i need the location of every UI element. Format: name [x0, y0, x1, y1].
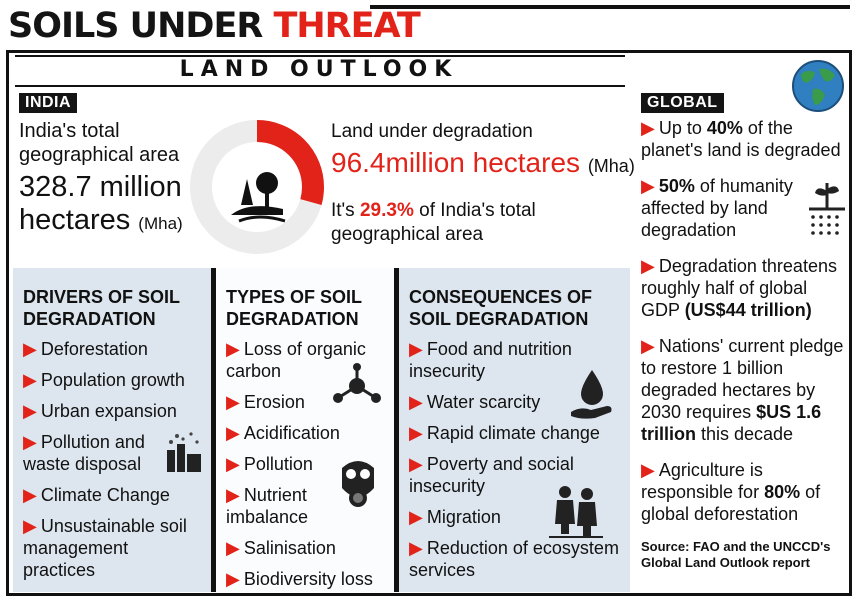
- global-fact: ▶ 50% of humanity affected by land degrad…: [641, 176, 793, 240]
- list-item: ▶ Climate Change: [23, 485, 170, 505]
- india-area-value: 328.7 million hectares (Mha): [19, 171, 209, 240]
- degradation-unit: (Mha): [587, 156, 635, 176]
- list-item: ▶ Food and nutrition insecurity: [409, 339, 572, 381]
- globe-icon: [792, 60, 844, 112]
- bullet-arrow-icon: ▶: [226, 538, 240, 558]
- list-item: ▶ Acidification: [226, 423, 340, 443]
- subtitle: LAND OUTLOOK: [179, 57, 459, 82]
- list-item: ▶ Salinisation: [226, 538, 336, 558]
- column-divider: [394, 268, 399, 592]
- factory-pollution-icon: [167, 432, 201, 472]
- infographic-frame: LAND OUTLOOK INDIA India's total geograp…: [6, 50, 852, 596]
- list-item: ▶ Erosion: [226, 392, 305, 412]
- bullet-arrow-icon: ▶: [226, 454, 240, 474]
- india-area-label: India's total geographical area: [19, 120, 180, 166]
- bullet-arrow-icon: ▶: [226, 392, 240, 412]
- consequences-heading: CONSEQUENCES OF SOIL DEGRADATION: [409, 287, 593, 329]
- india-area-number: 328.7 million hectares: [19, 171, 182, 236]
- india-tag: INDIA: [19, 93, 78, 113]
- bullet-arrow-icon: ▶: [409, 507, 423, 527]
- bullet-arrow-icon: ▶: [641, 256, 655, 276]
- note-suffix: of India's total geographical area: [331, 200, 536, 245]
- list-item: ▶ Pollution and waste disposal: [23, 432, 145, 474]
- global-fact: ▶ Up to 40% of the planet's land is degra…: [641, 118, 841, 160]
- bullet-arrow-icon: ▶: [409, 538, 423, 558]
- degradation-number: 96.4million hectares: [331, 147, 581, 178]
- bullet-arrow-icon: ▶: [23, 339, 37, 359]
- bullet-arrow-icon: ▶: [226, 569, 240, 589]
- water-drop-hand-icon: [571, 370, 612, 419]
- bullet-arrow-icon: ▶: [641, 118, 655, 138]
- bullet-arrow-icon: ▶: [409, 423, 423, 443]
- list-item: ▶ Deforestation: [23, 339, 148, 359]
- types-heading: TYPES OF SOIL DEGRADATION: [226, 287, 362, 329]
- list-item: ▶ Poverty and social insecurity: [409, 454, 574, 496]
- list-item: ▶ Reduction of ecosystem services: [409, 538, 619, 580]
- bottom-panels: DRIVERS OF SOIL DEGRADATION ▶ Deforestati…: [13, 268, 630, 592]
- bullet-arrow-icon: ▶: [641, 460, 655, 480]
- molecule-icon: [333, 363, 381, 403]
- list-item: ▶ Urban expansion: [23, 401, 177, 421]
- drivers-column: DRIVERS OF SOIL DEGRADATION ▶ Deforestati…: [13, 268, 211, 592]
- bullet-arrow-icon: ▶: [23, 432, 37, 452]
- degradation-value: 96.4million hectares (Mha): [331, 147, 635, 179]
- plant-roots-icon: [809, 183, 845, 235]
- list-item: ▶ Nutrient imbalance: [226, 485, 309, 527]
- bullet-arrow-icon: ▶: [23, 516, 37, 536]
- title-text-dark: SOILS UNDER: [8, 6, 274, 46]
- bullet-arrow-icon: ▶: [409, 339, 423, 359]
- column-divider: [211, 268, 216, 592]
- global-fact: ▶ Agriculture is responsible for 80% of g…: [641, 460, 821, 524]
- bullet-arrow-icon: ▶: [641, 176, 655, 196]
- list-item: ▶ Pollution: [226, 454, 313, 474]
- consequences-column: CONSEQUENCES OF SOIL DEGRADATION ▶ Food a…: [399, 268, 630, 592]
- title-text-red: THREAT: [273, 6, 421, 46]
- bullet-arrow-icon: ▶: [409, 392, 423, 412]
- note-prefix: It's: [331, 200, 360, 221]
- global-fact: ▶ Degradation threatens roughly half of g…: [641, 256, 837, 320]
- note-percent: 29.3%: [359, 200, 414, 221]
- india-area-unit: (Mha): [138, 214, 183, 233]
- subtitle-rule-bottom: [15, 85, 625, 87]
- degradation-note: It's 29.3% of India's total geographical…: [331, 199, 621, 247]
- bullet-arrow-icon: ▶: [226, 485, 240, 505]
- bullet-arrow-icon: ▶: [23, 370, 37, 390]
- list-item: ▶ Loss of organic carbon: [226, 339, 366, 381]
- page-title: SOILS UNDER THREAT: [8, 4, 421, 48]
- bullet-arrow-icon: ▶: [23, 485, 37, 505]
- bullet-arrow-icon: ▶: [23, 401, 37, 421]
- global-fact: ▶ Nations' current pledge to restore 1 bi…: [641, 336, 844, 444]
- drivers-heading: DRIVERS OF SOIL DEGRADATION: [23, 287, 180, 329]
- list-item: ▶ Population growth: [23, 370, 185, 390]
- title-rule: [370, 5, 850, 9]
- donut-degraded-arc: [190, 120, 324, 254]
- source-note: Source: FAO and the UNCCD's Global Land …: [641, 539, 831, 570]
- list-item: ▶ Rapid climate change: [409, 423, 600, 443]
- bullet-arrow-icon: ▶: [409, 454, 423, 474]
- list-item: ▶ Unsustainable soil management practices: [23, 516, 187, 580]
- land-degradation-icon: [231, 172, 286, 223]
- bullet-arrow-icon: ▶: [641, 336, 655, 356]
- list-item: ▶ Biodiversity loss: [226, 569, 373, 589]
- subtitle-rule-top: [15, 55, 625, 57]
- gas-mask-icon: [342, 461, 374, 507]
- degradation-label: Land under degradation: [331, 121, 533, 142]
- list-item: ▶ Water scarcity: [409, 392, 541, 412]
- migrants-icon: [549, 486, 603, 538]
- bullet-arrow-icon: ▶: [226, 339, 240, 359]
- list-item: ▶ Migration: [409, 507, 501, 527]
- global-facts: ▶ Up to 40% of the planet's land is degra…: [641, 117, 847, 571]
- global-tag: GLOBAL: [641, 93, 724, 113]
- degradation-donut: [190, 120, 324, 254]
- types-column: TYPES OF SOIL DEGRADATION ▶ Loss of organ…: [216, 268, 394, 592]
- bullet-arrow-icon: ▶: [226, 423, 240, 443]
